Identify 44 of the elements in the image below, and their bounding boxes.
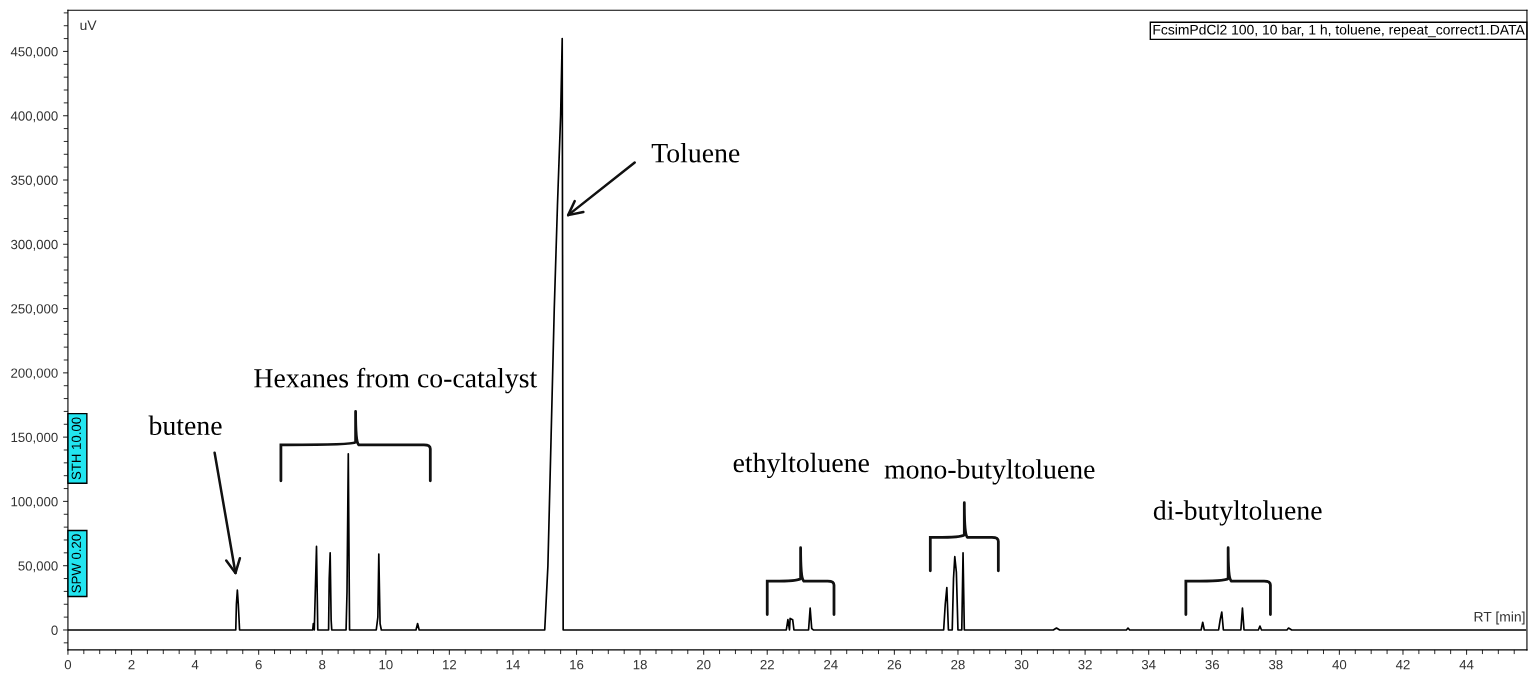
x-tick-label: 26	[887, 659, 902, 670]
annotation: Toluene	[651, 142, 740, 163]
x-tick-label: 42	[1395, 659, 1410, 670]
annotation: ethyltoluene	[733, 452, 869, 479]
annotation: STH 10.00	[71, 417, 81, 480]
x-tick-label: 6	[255, 659, 262, 670]
x-tick-label: 34	[1141, 659, 1156, 670]
x-tick-label: 20	[696, 659, 711, 670]
x-tick-label: 44	[1459, 660, 1474, 670]
x-axis-title: RT [min]	[1474, 611, 1525, 625]
x-tick-label: 22	[760, 659, 774, 670]
x-tick-label: 14	[506, 660, 520, 670]
x-tick-label: 40	[1332, 659, 1347, 670]
y-tick-label: 150,000	[11, 432, 58, 444]
x-tick-label: 16	[570, 659, 584, 670]
x-tick-label: 28	[951, 659, 965, 670]
x-tick-label: 10	[379, 659, 393, 670]
x-tick-label: 36	[1205, 659, 1220, 670]
annotation: SPW 0.20	[71, 534, 81, 593]
x-tick-label: 24	[824, 659, 838, 670]
y-tick-label: 250,000	[11, 304, 58, 316]
x-tick-label: 18	[633, 659, 647, 670]
y-tick-label: 300,000	[11, 239, 58, 251]
x-tick-label: 8	[319, 659, 326, 670]
x-tick-label: 30	[1014, 659, 1029, 670]
x-tick-label: 12	[443, 659, 457, 670]
annotation: di-butyltoluene	[1153, 500, 1322, 526]
y-tick-label: 50,000	[18, 561, 58, 573]
annotation: Hexanes from co-catalyst	[254, 367, 538, 394]
y-tick-label: 450,000	[10, 47, 58, 58]
y-axis-title: uV	[80, 20, 97, 31]
annotation: butene	[148, 415, 222, 436]
y-tick-label: 200,000	[11, 368, 58, 380]
y-tick-label: 400,000	[10, 111, 58, 123]
annotation: FcsimPdCl2 100, 10 bar, 1 h, toluene, repeat_correct1.DATA	[1153, 24, 1525, 38]
y-tick-label: 100,000	[11, 496, 58, 508]
annotation: mono-butyltoluene	[884, 459, 1095, 485]
x-tick-label: 38	[1268, 659, 1283, 670]
y-tick-label: 0	[51, 625, 58, 635]
y-tick-label: 350,000	[11, 175, 58, 187]
x-tick-label: 2	[128, 659, 135, 670]
x-tick-label: 4	[191, 660, 199, 670]
x-tick-label: 32	[1078, 659, 1092, 670]
x-tick-label: 0	[64, 659, 72, 670]
